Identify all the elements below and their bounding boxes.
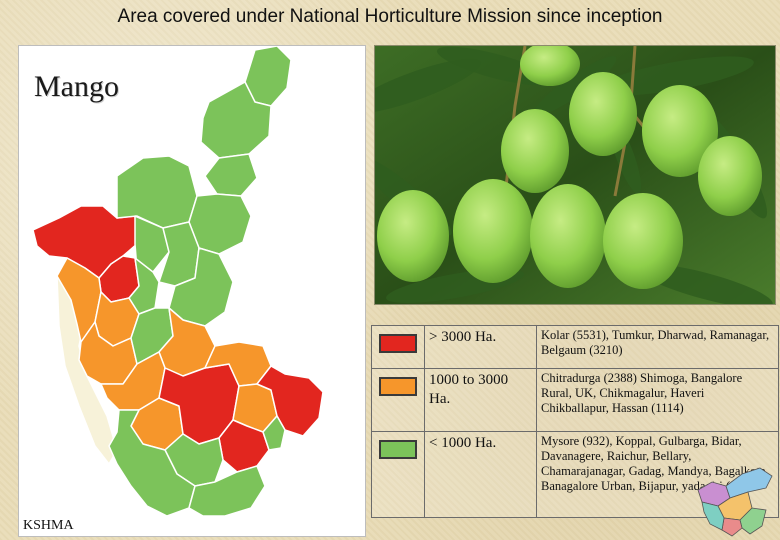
karnataka-map-panel: Mango KSHMA: [18, 45, 366, 537]
legend-range-label: < 1000 Ha.: [424, 431, 537, 518]
legend-row: < 1000 Ha. Mysore (932), Koppal, Gulbarga…: [371, 431, 779, 518]
district-chamarajanagar: [188, 465, 266, 517]
source-credit: KSHMA: [23, 518, 74, 533]
district-bangalore-urban: [262, 415, 286, 451]
district-yadagiri: [204, 153, 258, 197]
mango-tree-illustration: [375, 46, 775, 304]
inset-region-5: [721, 517, 743, 537]
legend-range-label: 1000 to 3000 Ha.: [424, 368, 537, 433]
india-inset-map: [697, 467, 773, 537]
legend-district-list: Kolar (5531), Tumkur, Dharwad, Ramanagar…: [536, 324, 779, 370]
legend-color-swatch: [379, 334, 417, 353]
crop-heading: Mango: [34, 70, 119, 103]
legend-row: 1000 to 3000 Ha. Chitradurga (2388) Shimo…: [371, 368, 779, 433]
legend-range-label: > 3000 Ha.: [424, 324, 537, 370]
mango-fruits: [377, 46, 762, 289]
legend-district-list: Mysore (932), Koppal, Gulbarga, Bidar, D…: [536, 431, 779, 518]
legend-table: > 3000 Ha. Kolar (5531), Tumkur, Dharwad,…: [371, 324, 779, 518]
district-bijapur: [116, 155, 198, 229]
inset-region-2: [725, 467, 773, 499]
legend-swatch-cell: [371, 324, 425, 370]
district-gulbarga: [200, 81, 272, 159]
legend-row: > 3000 Ha. Kolar (5531), Tumkur, Dharwad,…: [371, 324, 779, 370]
legend-district-list: Chitradurga (2388) Shimoga, Bangalore Ru…: [536, 368, 779, 433]
legend-color-swatch: [379, 440, 417, 460]
legend-swatch-cell: [371, 431, 425, 518]
inset-region-6: [701, 501, 725, 531]
karnataka-district-map: [32, 46, 324, 517]
district-kolar: [256, 365, 324, 437]
slide-title: Area covered under National Horticulture…: [117, 6, 663, 27]
mango-photo: [374, 45, 776, 305]
legend-swatch-cell: [371, 368, 425, 433]
legend-color-swatch: [379, 377, 417, 397]
